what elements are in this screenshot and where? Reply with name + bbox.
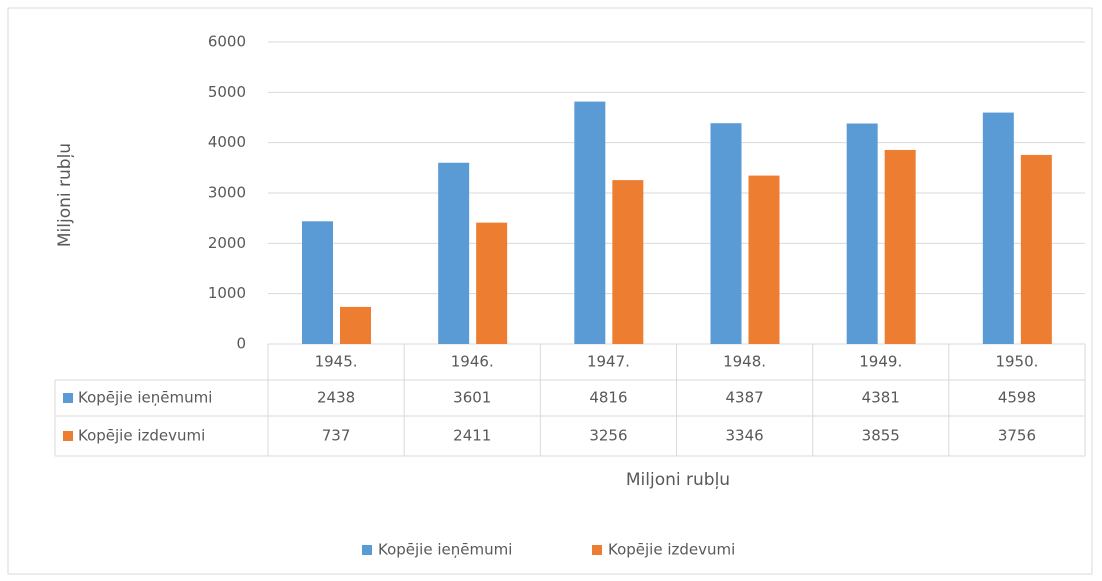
table-value: 737	[322, 427, 351, 445]
table-value: 4381	[862, 389, 900, 407]
table-value: 2438	[317, 389, 355, 407]
bar	[982, 112, 1014, 344]
y-tick-label: 1000	[208, 284, 246, 302]
y-tick-label: 3000	[208, 184, 246, 202]
x-tick-label: 1948.	[723, 353, 766, 371]
table-value: 3346	[725, 427, 763, 445]
bar	[612, 180, 644, 344]
table-value: 4598	[998, 389, 1036, 407]
table-value: 4816	[589, 389, 627, 407]
table-value: 3855	[862, 427, 900, 445]
y-tick-label: 6000	[208, 33, 246, 51]
table-value: 3756	[998, 427, 1036, 445]
bar	[884, 149, 916, 344]
bar	[846, 123, 878, 344]
x-tick-label: 1949.	[859, 353, 902, 371]
table-value: 4387	[725, 389, 763, 407]
bar	[302, 221, 333, 344]
y-tick-label: 2000	[208, 234, 246, 252]
x-tick-label: 1947.	[587, 353, 630, 371]
legend-key	[592, 545, 602, 555]
y-tick-label: 4000	[208, 133, 246, 151]
bar	[476, 222, 508, 344]
table-series-name: Kopējie izdevumi	[78, 427, 205, 445]
table-legend-key	[63, 431, 73, 441]
bar	[340, 306, 371, 344]
table-value: 3601	[453, 389, 491, 407]
bar	[710, 123, 742, 344]
bar	[748, 175, 780, 344]
bar	[574, 101, 606, 344]
x-axis-title: Miljoni rubļu	[626, 470, 730, 490]
x-tick-label: 1945.	[315, 353, 358, 371]
y-axis-title: Miljoni rubļu	[55, 143, 75, 247]
bar	[1020, 154, 1052, 344]
y-tick-label: 0	[236, 335, 246, 353]
table-value: 3256	[589, 427, 627, 445]
x-tick-label: 1946.	[451, 353, 494, 371]
table-value: 2411	[453, 427, 491, 445]
legend-label: Kopējie izdevumi	[608, 541, 735, 559]
y-tick-label: 5000	[208, 83, 246, 101]
table-series-name: Kopējie ieņēmumi	[78, 389, 212, 407]
table-legend-key	[63, 393, 73, 403]
legend-label: Kopējie ieņēmumi	[378, 541, 512, 559]
chart-border	[7, 7, 1093, 575]
legend-key	[362, 545, 372, 555]
x-tick-label: 1950.	[995, 353, 1038, 371]
bar	[438, 162, 470, 344]
